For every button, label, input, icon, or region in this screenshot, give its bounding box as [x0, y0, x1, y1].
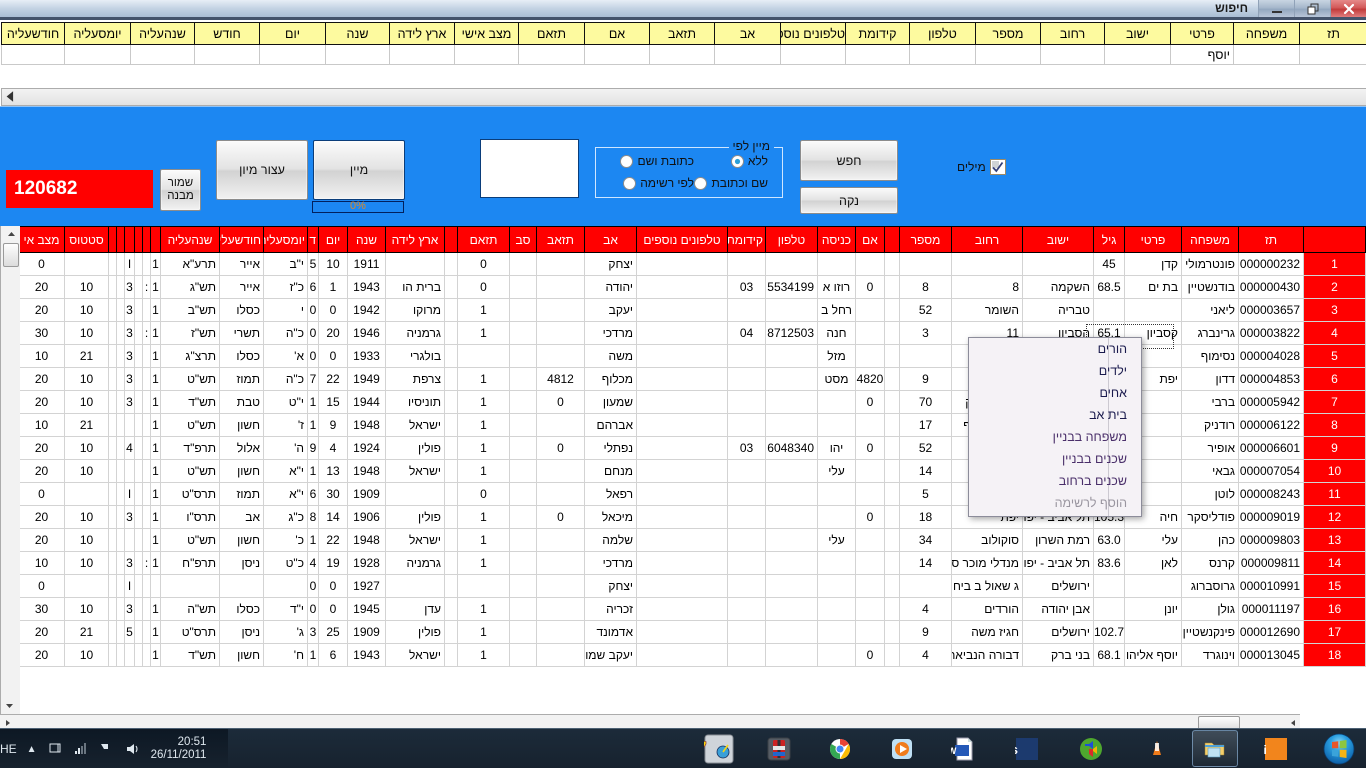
svg-text:Ai: Ai [1264, 743, 1267, 757]
svg-text:Ps: Ps [1015, 742, 1018, 757]
svg-text:W: W [951, 746, 957, 756]
svg-text:7: 7 [704, 737, 707, 762]
